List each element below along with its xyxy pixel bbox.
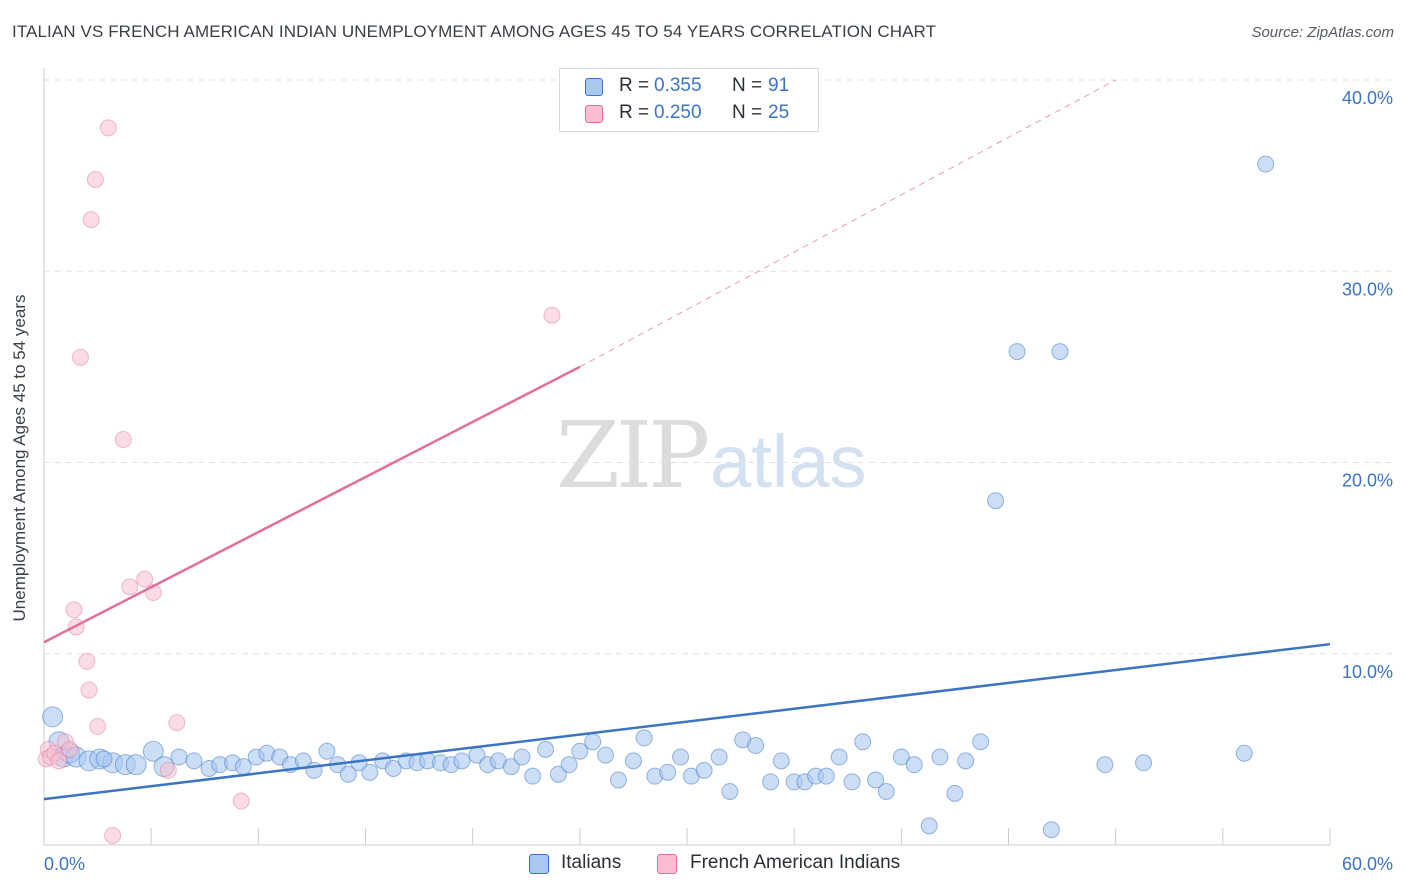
italians-point	[672, 748, 690, 766]
french-point	[99, 119, 117, 137]
italians-point	[659, 763, 677, 781]
italians-point	[584, 733, 602, 751]
y-tick-label: 20.0%	[1342, 471, 1393, 491]
legend-n-label: N =	[732, 75, 763, 96]
italians-point	[170, 748, 188, 766]
italians-point	[843, 773, 861, 791]
legend-r-value: 0.355	[654, 75, 702, 96]
italians-point	[95, 750, 113, 768]
italians-point	[142, 740, 164, 762]
italians-point	[817, 767, 835, 785]
italians-point	[946, 784, 964, 802]
french-point	[50, 752, 68, 770]
italians-point	[721, 782, 739, 800]
italians-point	[185, 752, 203, 770]
legend-swatch-french	[585, 105, 603, 123]
source-label: Source: ZipAtlas.com	[1251, 24, 1394, 41]
legend-n-value: 91	[768, 75, 790, 96]
italians-point	[747, 737, 765, 755]
french-trend-line	[43, 365, 581, 644]
italians-point	[710, 748, 728, 766]
italians-point	[987, 492, 1005, 510]
italians-point	[339, 765, 357, 783]
italians-point	[772, 752, 790, 770]
french-point	[168, 714, 186, 732]
french-point	[136, 570, 154, 588]
legend-n-label: N =	[732, 102, 763, 123]
italians-point	[1096, 756, 1114, 774]
italians-point	[1135, 754, 1153, 772]
french-point	[121, 578, 139, 596]
french-point	[114, 431, 132, 449]
italians-point	[905, 756, 923, 774]
italians-point	[830, 748, 848, 766]
italians-point	[892, 748, 910, 766]
italians-trend-line	[43, 642, 1331, 801]
italians-point	[609, 771, 627, 789]
italians-point	[957, 752, 975, 770]
italians-point	[624, 752, 642, 770]
y-tick-label: 40.0%	[1342, 88, 1393, 108]
legend-swatch-french	[657, 854, 677, 874]
italians-point	[1257, 155, 1275, 173]
italians-point	[762, 773, 780, 791]
italians-point	[972, 733, 990, 751]
y-tick-label: 30.0%	[1342, 279, 1393, 299]
legend-label-italians: Italians	[561, 852, 622, 873]
italians-point	[524, 767, 542, 785]
italians-point	[1341, 313, 1357, 329]
french-point	[61, 740, 79, 758]
italians-point	[931, 748, 949, 766]
italians-point	[318, 742, 336, 760]
italians-point	[537, 740, 555, 758]
french-point	[104, 826, 122, 844]
french-point	[86, 170, 104, 188]
italians-point	[361, 763, 379, 781]
french-point	[543, 306, 561, 324]
french-point	[80, 681, 98, 699]
italians-point	[549, 765, 567, 783]
italians-point	[695, 761, 713, 779]
italians-point	[1051, 343, 1069, 361]
chart-title: ITALIAN VS FRENCH AMERICAN INDIAN UNEMPL…	[12, 22, 937, 41]
italians-point	[1367, 720, 1383, 736]
legend-swatch-italians	[585, 78, 603, 96]
italians-point	[877, 782, 895, 800]
italians-point	[1008, 343, 1026, 361]
x-tick-label: 60.0%	[1342, 854, 1393, 874]
legend-r-value: 0.250	[654, 102, 702, 123]
x-tick-label: 0.0%	[44, 854, 85, 874]
french-point	[71, 348, 89, 366]
italians-point	[867, 771, 885, 789]
legend-r-label: R =	[619, 102, 650, 123]
italians-point	[560, 756, 578, 774]
italians-point	[1042, 821, 1060, 839]
italians-point	[571, 742, 589, 760]
italians-point	[513, 748, 531, 766]
legend-swatch-italians	[529, 854, 549, 874]
italians-point	[920, 817, 938, 835]
italians-point	[597, 746, 615, 764]
italians-point	[125, 754, 147, 776]
correlation-legend: R = 0.355 N = 91 R = 0.250 N = 25	[559, 68, 819, 132]
italians-point	[384, 760, 402, 777]
legend-label-french: French American Indians	[690, 852, 901, 873]
french-point	[78, 652, 96, 670]
italians-point	[502, 758, 520, 776]
legend-r-label: R =	[619, 75, 650, 96]
italians-point	[1235, 744, 1253, 762]
italians-point	[854, 733, 872, 751]
italians-point	[453, 752, 471, 770]
french-point	[82, 211, 100, 229]
french-point	[89, 717, 107, 735]
french-trend-extension	[579, 79, 1116, 368]
y-tick-label: 10.0%	[1342, 662, 1393, 682]
french-point	[232, 792, 250, 810]
french-point	[159, 761, 177, 779]
french-point	[65, 601, 83, 619]
legend-n-value: 25	[768, 102, 790, 123]
italians-point	[635, 729, 653, 747]
italians-point	[42, 706, 64, 728]
